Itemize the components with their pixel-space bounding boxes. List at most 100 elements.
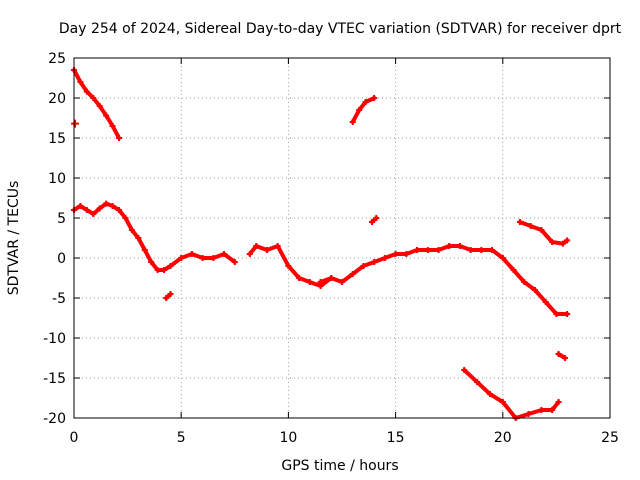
data-point — [559, 240, 566, 247]
data-point — [456, 243, 463, 249]
data-point — [424, 247, 431, 253]
series-arc-8 — [461, 367, 562, 421]
series-arc-6 — [349, 95, 378, 125]
data-point — [381, 255, 388, 261]
data-point — [371, 259, 378, 265]
series-arc-2 — [71, 200, 238, 273]
isolated-data-point — [71, 119, 80, 128]
y-tick-label: 5 — [57, 211, 66, 227]
data-point — [167, 263, 174, 269]
data-point — [122, 215, 129, 221]
data-point — [360, 263, 367, 269]
data-point — [339, 279, 345, 285]
x-tick-label: 25 — [601, 430, 619, 446]
data-point — [263, 247, 270, 253]
data-point — [542, 299, 549, 305]
data-point — [116, 207, 123, 213]
series-arc-9 — [516, 219, 571, 247]
data-point — [116, 135, 123, 141]
data-point — [561, 355, 568, 361]
data-point — [83, 207, 90, 213]
data-point — [510, 267, 517, 273]
data-point — [296, 275, 303, 281]
data-point — [83, 88, 90, 95]
data-point — [135, 235, 142, 241]
data-point — [369, 219, 376, 225]
series-arc-7 — [369, 215, 380, 225]
data-point — [356, 107, 363, 113]
x-tick-label: 10 — [279, 430, 297, 446]
data-point — [403, 251, 410, 257]
x-tick-label: 15 — [387, 430, 405, 446]
data-point — [161, 267, 168, 273]
data-point — [549, 407, 556, 413]
series-trace — [318, 244, 570, 316]
data-point — [188, 251, 195, 257]
data-point — [96, 103, 103, 109]
data-point — [210, 255, 217, 261]
data-point — [246, 251, 253, 257]
axis-ticks — [73, 57, 611, 419]
data-point — [538, 407, 545, 413]
data-point — [564, 311, 571, 317]
data-point — [199, 255, 206, 261]
data-point — [564, 237, 571, 244]
data-point — [527, 223, 534, 229]
series-trace — [72, 201, 237, 272]
data-point — [555, 399, 562, 405]
series-arc-10 — [555, 351, 568, 361]
series-arc-3 — [163, 291, 174, 301]
series-trace — [350, 96, 377, 124]
data-point — [274, 243, 281, 249]
x-axis-label: GPS time / hours — [281, 458, 398, 474]
data-point — [349, 271, 356, 277]
y-tick-label: -20 — [43, 411, 66, 427]
data-point — [538, 227, 545, 233]
data-point — [362, 99, 369, 105]
data-point — [253, 243, 260, 249]
data-point — [474, 379, 481, 385]
data-point — [531, 287, 538, 293]
data-point — [96, 205, 103, 212]
plot-frame — [73, 57, 611, 419]
x-tick-label: 0 — [70, 430, 79, 446]
data-point — [328, 275, 335, 281]
y-tick-label: -15 — [43, 371, 66, 387]
x-tick-labels: 0 5 10 15 20 25 — [70, 430, 619, 446]
data-point — [77, 203, 84, 209]
series-group — [71, 67, 571, 421]
data-point — [128, 227, 135, 233]
data-point — [486, 391, 493, 397]
data-point — [489, 247, 496, 253]
y-tick-label: 25 — [48, 51, 66, 67]
y-tick-label: 20 — [48, 91, 66, 107]
data-point — [109, 123, 116, 129]
data-point — [371, 95, 378, 101]
data-point — [525, 411, 532, 417]
y-tick-label: -5 — [52, 291, 66, 307]
y-tick-label: 10 — [48, 171, 66, 187]
data-point — [178, 255, 185, 261]
series-trace — [518, 220, 570, 246]
data-point — [90, 95, 97, 101]
series-arc-5 — [317, 243, 571, 317]
data-point — [90, 211, 97, 217]
data-point — [317, 279, 324, 285]
y-axis-label: SDTVAR / TECUs — [6, 181, 22, 296]
data-point — [163, 295, 170, 301]
series-trace — [72, 68, 121, 140]
data-point — [103, 200, 110, 207]
data-point — [521, 279, 528, 285]
data-point — [109, 203, 116, 209]
data-point — [392, 251, 399, 257]
chart-title: Day 254 of 2024, Sidereal Day-to-day VTE… — [59, 21, 622, 37]
grid — [74, 58, 610, 418]
data-point — [499, 255, 506, 261]
data-point — [154, 267, 161, 273]
y-tick-label: 15 — [48, 131, 66, 147]
data-point — [478, 247, 485, 253]
data-point — [499, 399, 506, 405]
data-point — [221, 251, 228, 257]
x-tick-label: 5 — [177, 430, 186, 446]
